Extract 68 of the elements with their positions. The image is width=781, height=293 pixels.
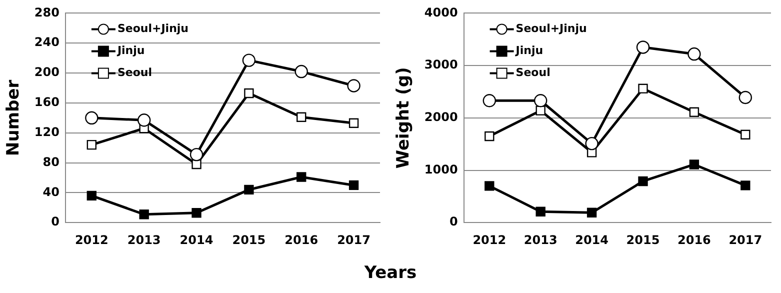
y-tick-label: 0 [449, 214, 458, 229]
point [484, 181, 494, 191]
point [86, 190, 97, 201]
x-tick-label: 2014 [575, 232, 608, 247]
point [192, 159, 202, 170]
point [482, 94, 496, 108]
legend-label: Seoul+Jinju [516, 22, 587, 36]
y-tick-label: 80 [42, 154, 60, 169]
point [585, 136, 598, 150]
x-tick-label: 2017 [337, 232, 370, 247]
x-tick-label: 2016 [284, 232, 318, 247]
x-tick-label: 2015 [626, 232, 660, 247]
point [192, 208, 202, 218]
point [740, 180, 750, 190]
y-tick-label: 2000 [424, 110, 458, 124]
y-tick-label: 4000 [424, 5, 458, 20]
y-axis-title: Number [4, 79, 24, 156]
y-tick-label: 120 [34, 124, 60, 139]
y-tick-label: 200 [34, 65, 60, 80]
point [244, 88, 254, 98]
x-tick-label: 2015 [232, 232, 266, 247]
x-tick-label: 2013 [524, 232, 558, 247]
x-tick-label: 2012 [472, 232, 506, 247]
point [738, 90, 752, 104]
point [294, 64, 308, 78]
point [536, 106, 546, 116]
y-tick-label: 1000 [424, 162, 458, 176]
point [190, 148, 204, 162]
point [296, 172, 306, 182]
point [740, 130, 750, 140]
point [636, 40, 650, 54]
y-tick-label: 3000 [424, 58, 458, 72]
x-tick-label: 2016 [677, 232, 711, 247]
y-tick-label: 0 [51, 214, 60, 229]
point [638, 176, 648, 186]
point [86, 140, 97, 150]
point [534, 94, 548, 108]
y-tick-label: 160 [34, 95, 60, 110]
point [688, 47, 701, 61]
legend-label: Jinju [514, 44, 544, 58]
y-tick-label: 280 [34, 5, 60, 20]
point [296, 112, 306, 122]
point [85, 111, 98, 124]
point [347, 79, 360, 92]
x-tick-label: 2012 [74, 232, 108, 247]
x-tick-label: 2013 [127, 232, 161, 247]
point [348, 180, 359, 190]
point [137, 114, 151, 127]
y-tick-label: 240 [34, 35, 60, 50]
legend-label: Seoul+Jinju [117, 22, 189, 36]
x-tick-label: 2017 [728, 232, 762, 247]
point [484, 131, 494, 142]
point [638, 84, 648, 94]
y-tick-label: 40 [42, 184, 60, 199]
point [689, 107, 700, 117]
legend-label: Seoul [117, 66, 152, 80]
point [139, 210, 149, 220]
point [348, 118, 359, 128]
point [242, 54, 256, 67]
x-axis-title: Years [363, 263, 418, 283]
point [689, 160, 700, 170]
x-tick-label: 2014 [180, 232, 214, 247]
point [536, 206, 546, 216]
y-axis-title: Weight (g) [394, 67, 414, 169]
point [586, 208, 597, 218]
legend-label: Jinju [116, 44, 145, 58]
legend-label: Seoul [516, 66, 550, 80]
point [244, 184, 254, 195]
